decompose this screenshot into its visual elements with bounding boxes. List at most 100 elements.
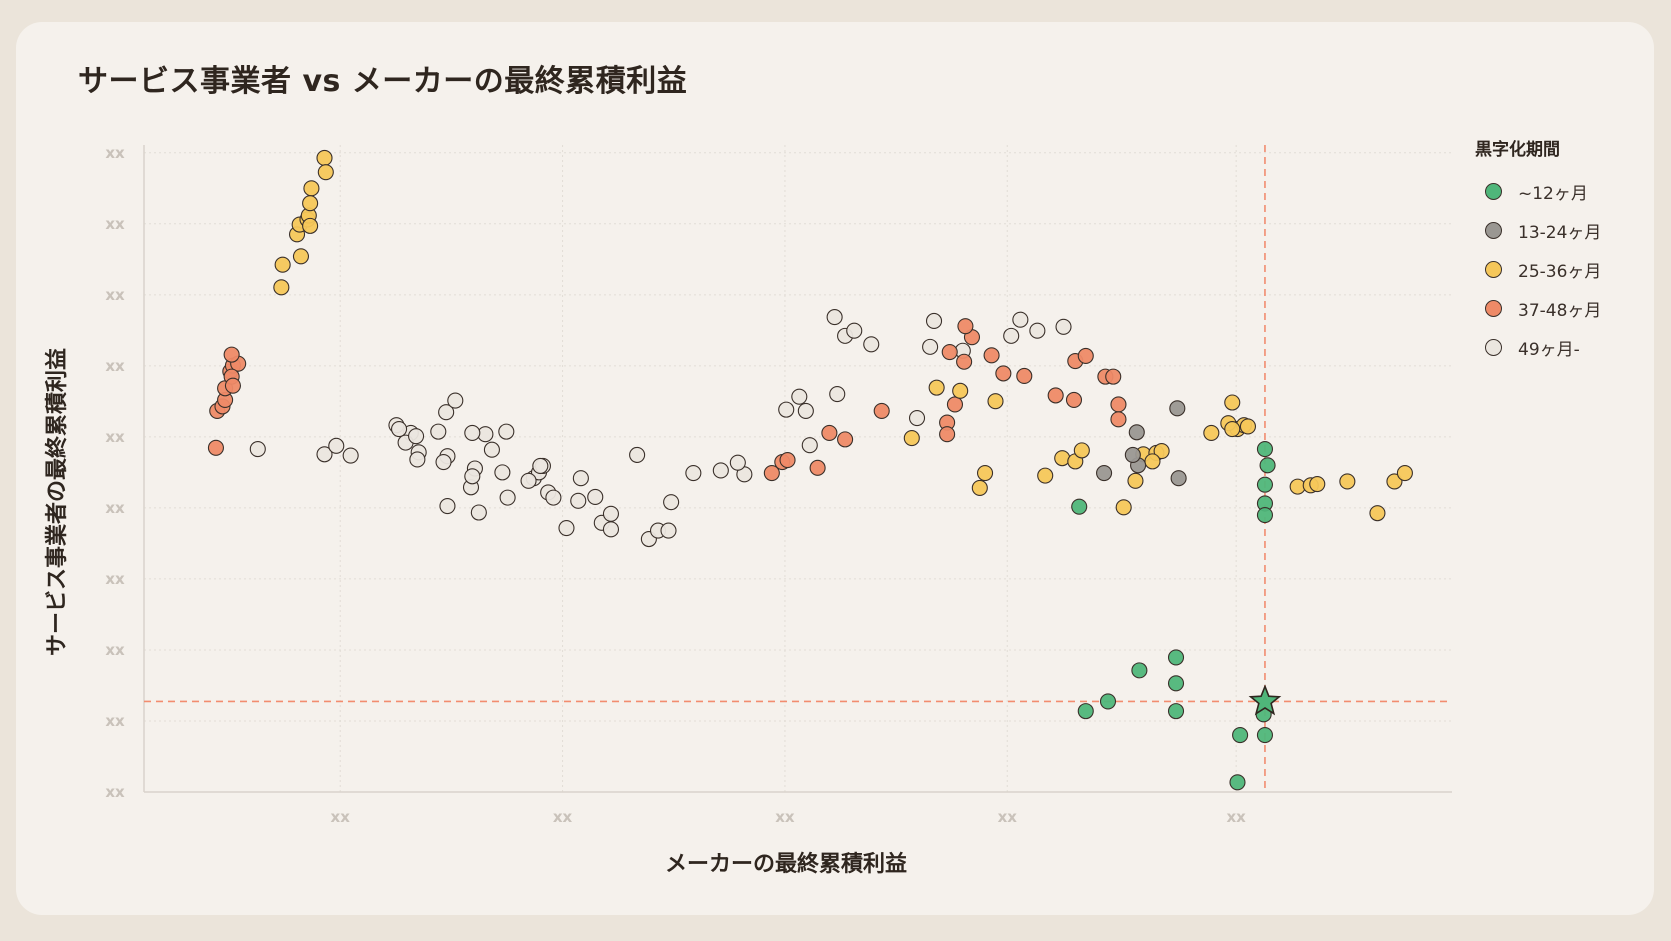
data-point <box>863 336 880 353</box>
data-point <box>1386 473 1403 490</box>
data-point <box>939 426 956 443</box>
y-tick-label: xx <box>105 428 125 446</box>
data-point <box>316 446 333 463</box>
data-point <box>629 446 646 463</box>
legend-swatch <box>1485 183 1502 200</box>
legend-item: 13-24ヶ月 <box>1475 211 1655 250</box>
data-point <box>1232 727 1249 744</box>
data-point <box>1110 396 1127 413</box>
data-point <box>1047 387 1064 404</box>
data-point <box>494 464 511 481</box>
data-point <box>971 479 988 496</box>
data-point <box>903 430 920 447</box>
data-point <box>1256 507 1274 524</box>
y-tick-label: xx <box>105 499 125 517</box>
data-point <box>430 423 447 440</box>
x-tick-label: xx <box>775 808 795 826</box>
data-point <box>464 424 481 441</box>
data-point <box>983 347 1000 364</box>
data-point <box>1144 453 1161 470</box>
legend-item: ~12ヶ月 <box>1475 172 1655 211</box>
x-tick-label: xx <box>553 808 573 826</box>
data-point <box>545 489 562 506</box>
data-point <box>809 459 826 476</box>
data-point <box>1131 662 1148 679</box>
data-point <box>317 164 334 181</box>
data-point <box>1167 703 1185 720</box>
data-point <box>712 462 729 479</box>
data-point <box>663 494 680 511</box>
data-point <box>1167 649 1185 666</box>
legend-items: ~12ヶ月 13-24ヶ月 25-36ヶ月 37-48ヶ月 49ヶ月- <box>1475 172 1655 367</box>
data-point <box>447 392 464 409</box>
data-point <box>1054 450 1071 467</box>
y-tick-label: xx <box>105 712 125 730</box>
data-point <box>821 424 838 441</box>
y-tick-label: xx <box>105 641 125 659</box>
data-point <box>1029 322 1046 339</box>
data-point <box>829 386 846 403</box>
data-point <box>602 505 620 522</box>
y-axis-title: サービス事業者の最終累積利益 <box>44 348 70 656</box>
data-point <box>1256 441 1274 458</box>
data-point <box>409 451 426 468</box>
data-point <box>1369 505 1386 522</box>
data-point <box>316 149 333 166</box>
legend-item: 37-48ヶ月 <box>1475 289 1655 328</box>
data-point <box>952 382 969 399</box>
data-point <box>1224 420 1241 438</box>
data-point <box>957 318 974 335</box>
data-point <box>941 343 958 361</box>
legend-swatch <box>1485 300 1502 317</box>
data-point <box>925 312 943 330</box>
data-point <box>1224 394 1241 411</box>
data-point <box>660 522 677 539</box>
data-point <box>976 464 994 482</box>
data-point <box>224 377 241 394</box>
y-tick-label: xx <box>105 215 125 233</box>
data-point <box>1256 727 1274 744</box>
chart-title: サービス事業者 vs メーカーの最終累積利益 <box>78 64 688 99</box>
data-point <box>846 322 863 339</box>
data-points <box>207 149 1413 791</box>
data-point <box>908 409 926 427</box>
data-point <box>1153 442 1170 460</box>
data-point <box>499 489 516 506</box>
legend-swatch <box>1485 222 1502 239</box>
data-point <box>1309 475 1326 493</box>
legend-item: 25-36ヶ月 <box>1475 250 1655 289</box>
data-point <box>922 338 939 355</box>
data-point <box>1016 367 1033 385</box>
y-tick-label: xx <box>105 357 125 375</box>
data-point <box>928 379 945 396</box>
x-tick-label: xx <box>998 808 1018 826</box>
legend-label: 49ヶ月- <box>1518 340 1580 360</box>
legend-swatch <box>1485 261 1502 278</box>
data-point <box>1077 347 1094 364</box>
legend: 黒字化期間 ~12ヶ月 13-24ヶ月 25-36ヶ月 37-48ヶ月 49ヶ月- <box>1475 135 1655 367</box>
data-point <box>1127 472 1144 489</box>
data-point <box>1110 411 1127 428</box>
reference-marker <box>1248 684 1282 716</box>
data-point <box>435 453 452 471</box>
legend-label: 25-36ヶ月 <box>1518 262 1602 282</box>
legend-label: 13-24ヶ月 <box>1518 223 1602 243</box>
data-point <box>1096 464 1113 482</box>
data-point <box>1037 467 1054 484</box>
reference-lines <box>144 145 1452 792</box>
data-point <box>1003 327 1020 344</box>
data-point <box>438 404 455 421</box>
data-point <box>956 353 973 370</box>
data-point <box>763 464 780 482</box>
data-point <box>303 180 320 197</box>
data-point <box>987 393 1004 410</box>
x-tick-labels: xx xx xx xx xx <box>331 808 1247 826</box>
data-point <box>1229 774 1246 791</box>
data-point <box>1065 391 1083 408</box>
data-point <box>302 195 319 212</box>
legend-label: ~12ヶ月 <box>1518 184 1588 204</box>
data-point <box>572 470 589 487</box>
data-point <box>1105 368 1122 385</box>
data-point <box>685 464 702 482</box>
legend-label: 37-48ヶ月 <box>1518 301 1602 321</box>
